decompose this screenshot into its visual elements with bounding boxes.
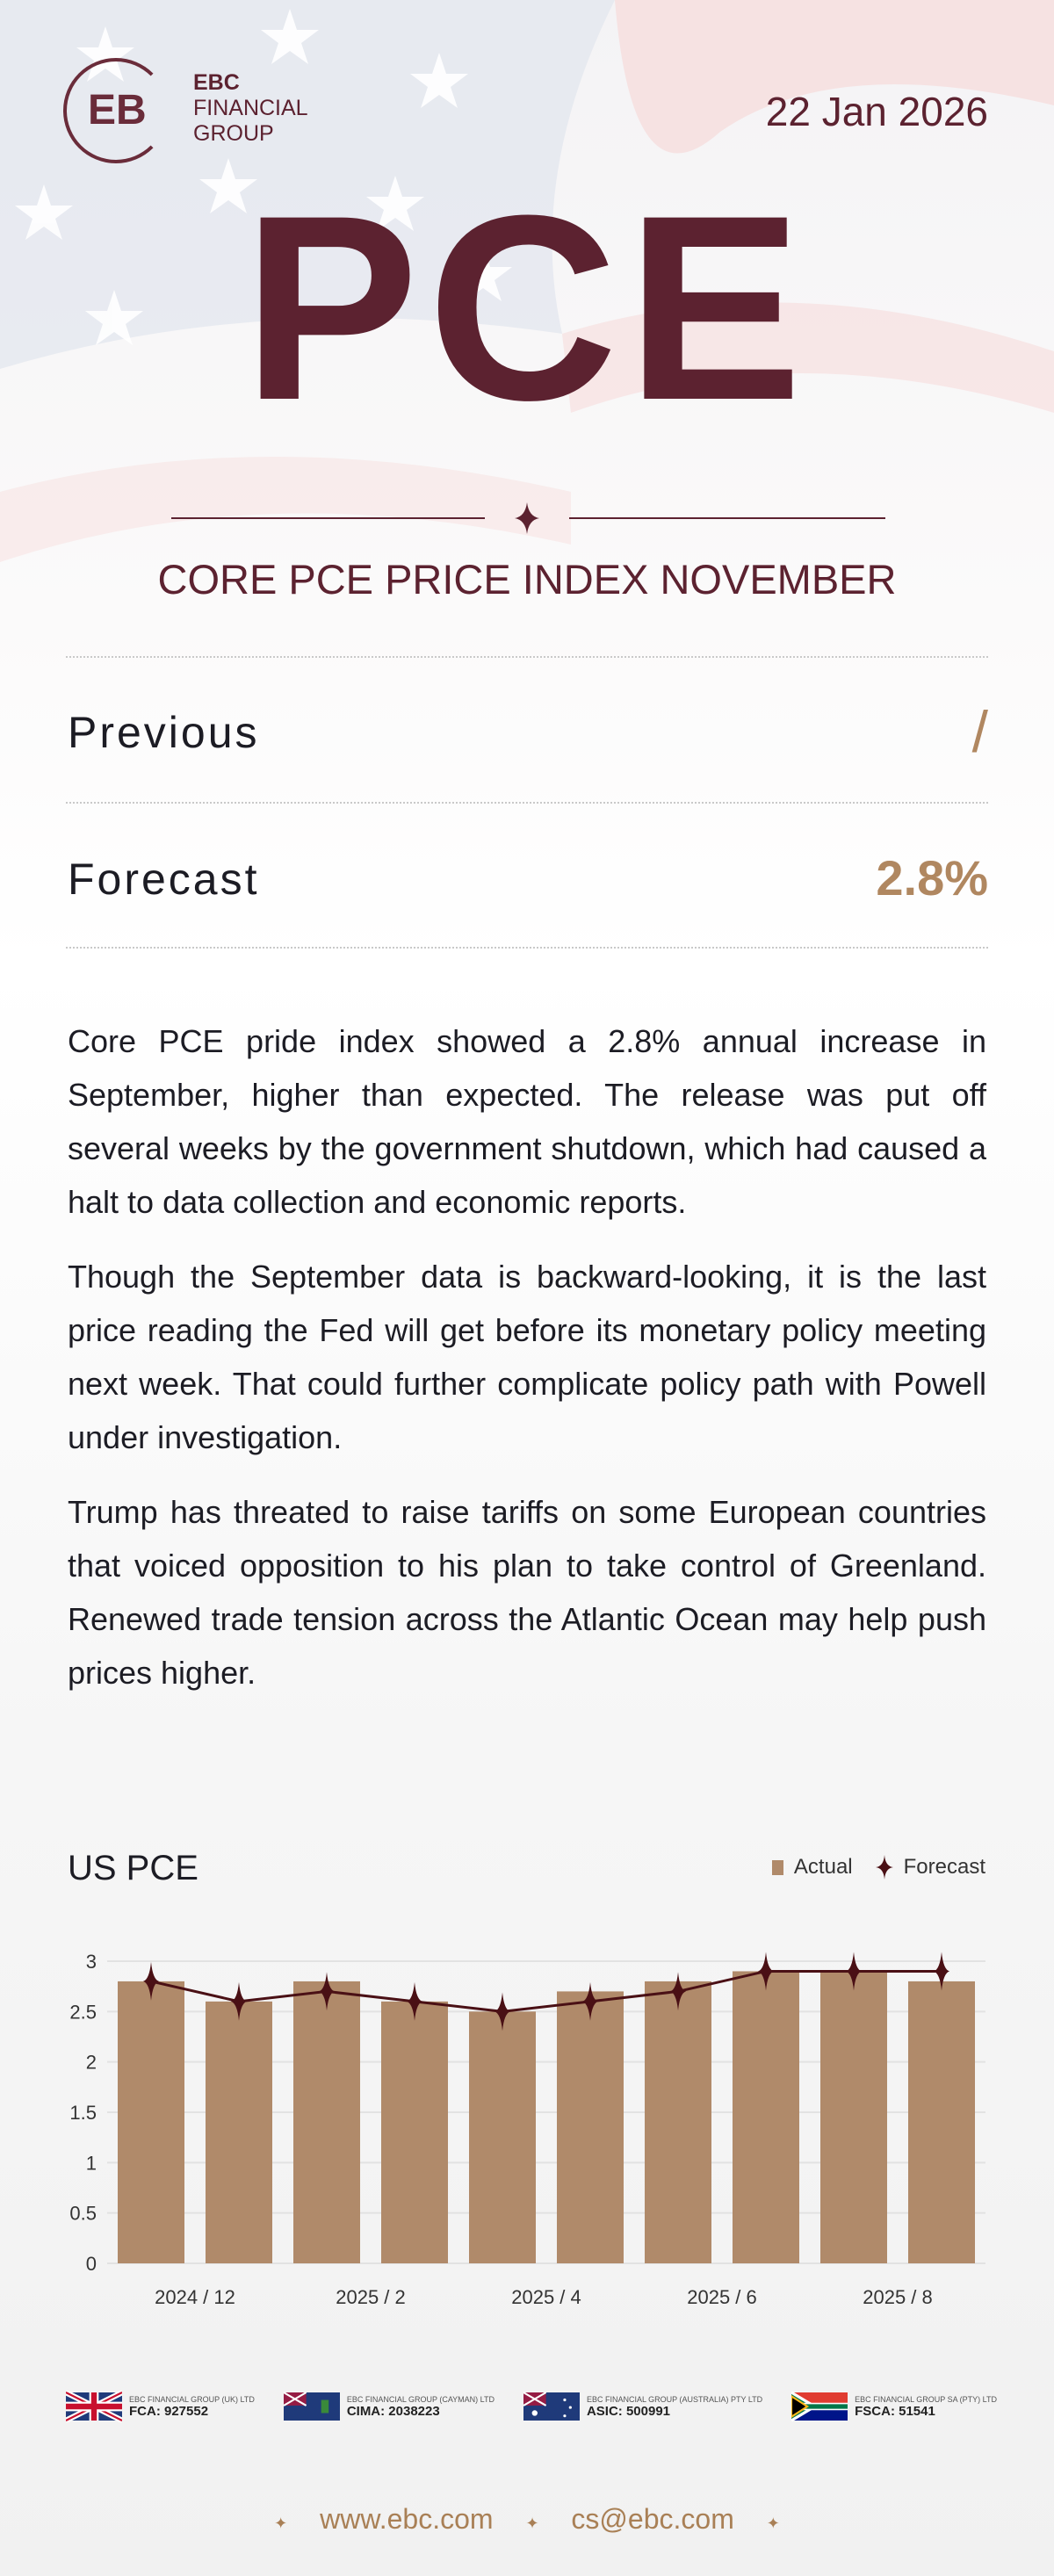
bar-actual — [469, 2011, 536, 2263]
paragraph-2: Though the September data is backward-lo… — [68, 1259, 986, 1455]
divider-right — [569, 517, 885, 519]
forecast-point — [934, 1952, 949, 1991]
website-link[interactable]: www.ebc.com — [320, 2503, 494, 2535]
regulator-cayman: EBC FINANCIAL GROUP (CAYMAN) LTD CIMA: 20… — [283, 2391, 495, 2422]
regulator-entity: EBC FINANCIAL GROUP SA (PTY) LTD — [855, 2394, 997, 2404]
bar-actual — [381, 2001, 448, 2263]
bar-actual — [557, 1991, 624, 2263]
forecast-point — [231, 1981, 247, 2021]
uk-flag-icon — [66, 2391, 122, 2422]
email-link[interactable]: cs@ebc.com — [571, 2503, 734, 2535]
hero-title: PCE — [242, 160, 812, 455]
dotted-divider — [66, 947, 988, 949]
forecast-point — [670, 1972, 686, 2011]
dotted-divider — [66, 802, 988, 804]
y-tick-label: 1.5 — [69, 2102, 97, 2124]
bar-actual — [645, 1981, 711, 2263]
regulators: EBC FINANCIAL GROUP (UK) LTD FCA: 927552 … — [66, 2391, 997, 2422]
south-africa-flag-icon — [791, 2391, 848, 2422]
pce-chart: 0 0.5 1 1.5 2 2.5 3 2024 / 12 2025 / 2 2025 / 4 20… — [69, 1951, 985, 2308]
chart-title: US PCE — [68, 1849, 199, 1887]
legend-actual: Actual — [793, 1855, 853, 1879]
forecast-point — [846, 1952, 862, 1991]
y-tick-label: 0.5 — [69, 2203, 97, 2225]
regulator-entity: EBC FINANCIAL GROUP (UK) LTD — [129, 2394, 255, 2404]
forecast-value: 2.8% — [876, 850, 988, 906]
bar-actual — [118, 1981, 184, 2263]
regulator-license: FCA: 927552 — [129, 2403, 209, 2419]
y-tick-label: 3 — [86, 1951, 97, 1973]
y-tick-label: 2 — [86, 2052, 97, 2074]
ebc-logo-text: EBC FINANCIAL GROUP — [193, 70, 308, 146]
cayman-flag-icon — [283, 2392, 340, 2421]
divider-left — [171, 517, 485, 519]
forecast-point — [495, 1992, 510, 2031]
legend-forecast-marker-icon — [875, 1855, 893, 1880]
sparkle-icon: ✦ — [766, 2515, 780, 2532]
australia-flag-icon — [523, 2392, 580, 2421]
paragraph-3: Trump has threated to raise tariffs on s… — [68, 1494, 986, 1691]
x-tick-label: 2025 / 6 — [687, 2286, 757, 2308]
report-date: 22 Jan 2026 — [765, 89, 988, 134]
legend-swatch-actual — [771, 1859, 783, 1875]
sparkle-icon: ✦ — [525, 2515, 539, 2532]
regulator-license: ASIC: 500991 — [586, 2403, 671, 2419]
regulator-license: FSCA: 51541 — [855, 2403, 935, 2419]
x-tick-label: 2024 / 12 — [155, 2286, 235, 2308]
regulator-license: CIMA: 2038223 — [346, 2403, 440, 2419]
x-tick-label: 2025 / 4 — [511, 2286, 581, 2308]
chart-legend: Actual Forecast — [771, 1855, 985, 1880]
x-tick-label: 2025 / 8 — [863, 2286, 933, 2308]
y-tick-label: 1 — [86, 2152, 97, 2174]
previous-value: / — [971, 699, 988, 764]
bar-actual — [820, 1971, 887, 2263]
bar-actual — [293, 1981, 360, 2263]
hero-subtitle: CORE PCE PRICE INDEX NOVEMBER — [157, 556, 897, 603]
bar-actual — [908, 1981, 975, 2263]
paragraph-1: Core PCE pride index showed a 2.8% annua… — [68, 1023, 986, 1220]
contact-bar: ✦ www.ebc.com ✦ cs@ebc.com ✦ — [0, 2503, 1054, 2536]
previous-label: Previous — [68, 708, 260, 757]
article-body: Core PCE pride index showed a 2.8% annua… — [68, 1014, 986, 1699]
regulator-australia: EBC FINANCIAL GROUP (AUSTRALIA) PTY LTD A… — [523, 2391, 762, 2422]
bar-actual — [733, 1971, 799, 2263]
bar-actual — [206, 2001, 272, 2263]
regulator-entity: EBC FINANCIAL GROUP (AUSTRALIA) PTY LTD — [586, 2394, 763, 2404]
y-tick-label: 2.5 — [69, 2001, 97, 2023]
forecast-line — [150, 1969, 942, 2013]
sparkle-icon — [515, 502, 539, 534]
forecast-point — [143, 1961, 159, 2001]
forecast-point — [407, 1981, 422, 2021]
y-tick-label: 0 — [86, 2253, 97, 2275]
regulator-entity: EBC FINANCIAL GROUP (CAYMAN) LTD — [346, 2394, 495, 2404]
ebc-logo-mark: EB — [88, 87, 147, 133]
sparkle-icon: ✦ — [274, 2515, 288, 2532]
regulator-south-africa: EBC FINANCIAL GROUP SA (PTY) LTD FSCA: 51… — [791, 2391, 997, 2422]
forecast-point — [582, 1981, 598, 2021]
forecast-point — [319, 1972, 335, 2011]
dotted-divider — [66, 656, 988, 658]
regulator-uk: EBC FINANCIAL GROUP (UK) LTD FCA: 927552 — [66, 2391, 255, 2422]
x-tick-label: 2025 / 2 — [336, 2286, 406, 2308]
ebc-logo-ring — [63, 58, 169, 163]
legend-forecast: Forecast — [903, 1855, 985, 1879]
forecast-label: Forecast — [68, 855, 260, 904]
forecast-point — [758, 1952, 774, 1991]
